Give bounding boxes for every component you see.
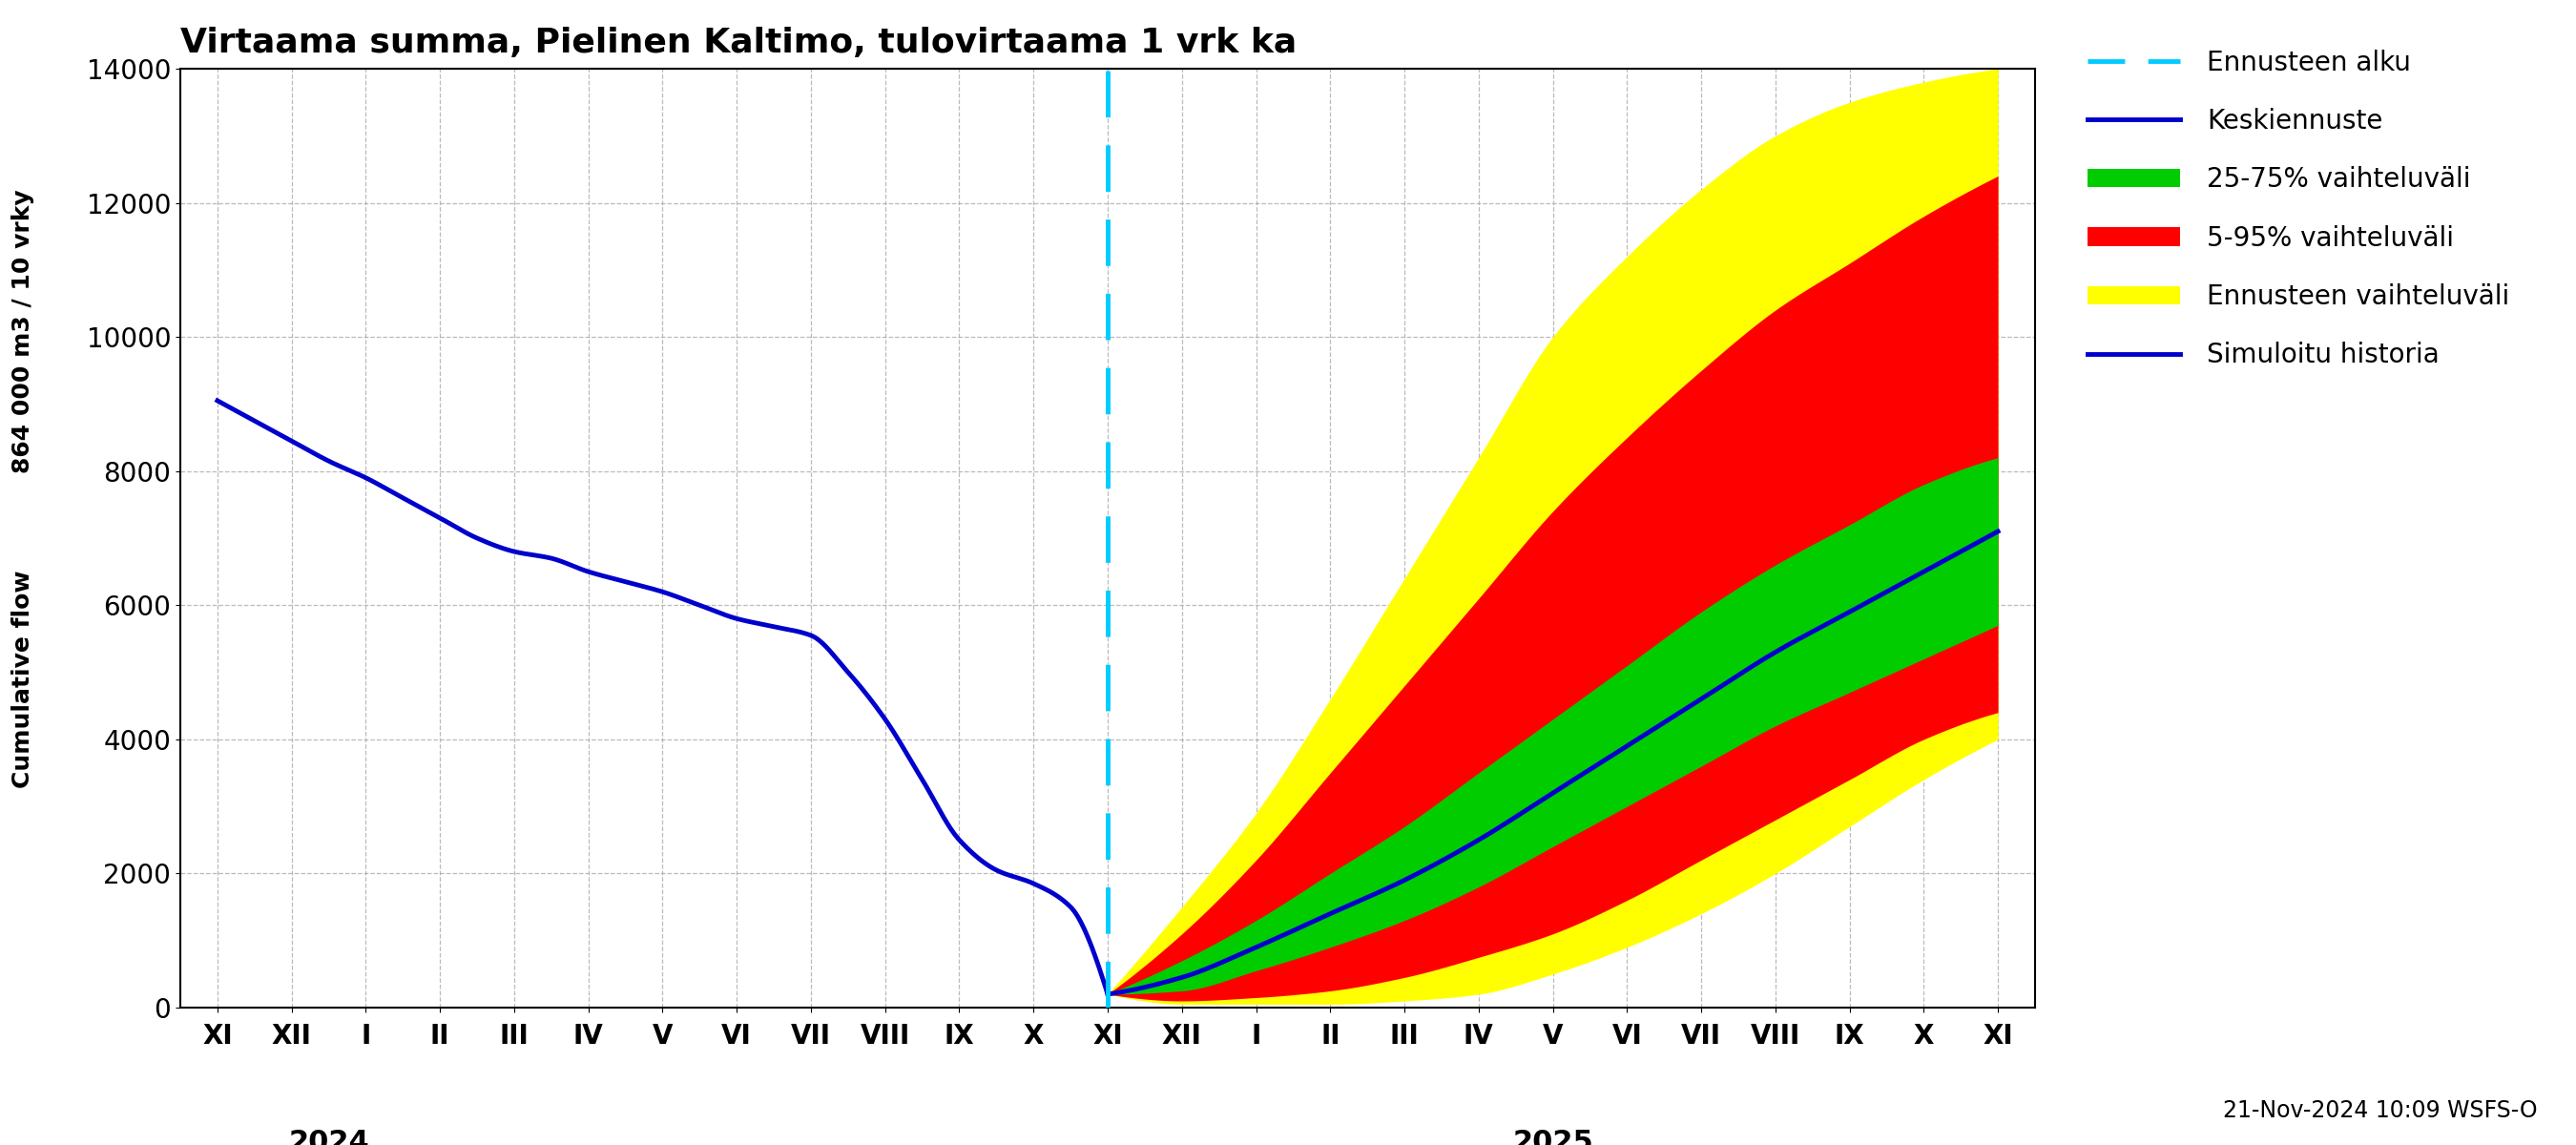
- Text: 21-Nov-2024 10:09 WSFS-O: 21-Nov-2024 10:09 WSFS-O: [2223, 1099, 2537, 1122]
- Text: 2024: 2024: [289, 1128, 368, 1145]
- Text: Cumulative flow: Cumulative flow: [10, 570, 33, 788]
- Text: Virtaama summa, Pielinen Kaltimo, tulovirtaama 1 vrk ka: Virtaama summa, Pielinen Kaltimo, tulovi…: [180, 27, 1296, 60]
- Text: 2025: 2025: [1512, 1128, 1592, 1145]
- Text: 864 000 m3 / 10 vrky: 864 000 m3 / 10 vrky: [10, 190, 33, 474]
- Legend: Ennusteen alku, Keskiennuste, 25-75% vaihteluväli, 5-95% vaihteluväli, Ennusteen: Ennusteen alku, Keskiennuste, 25-75% vai…: [2074, 37, 2522, 382]
